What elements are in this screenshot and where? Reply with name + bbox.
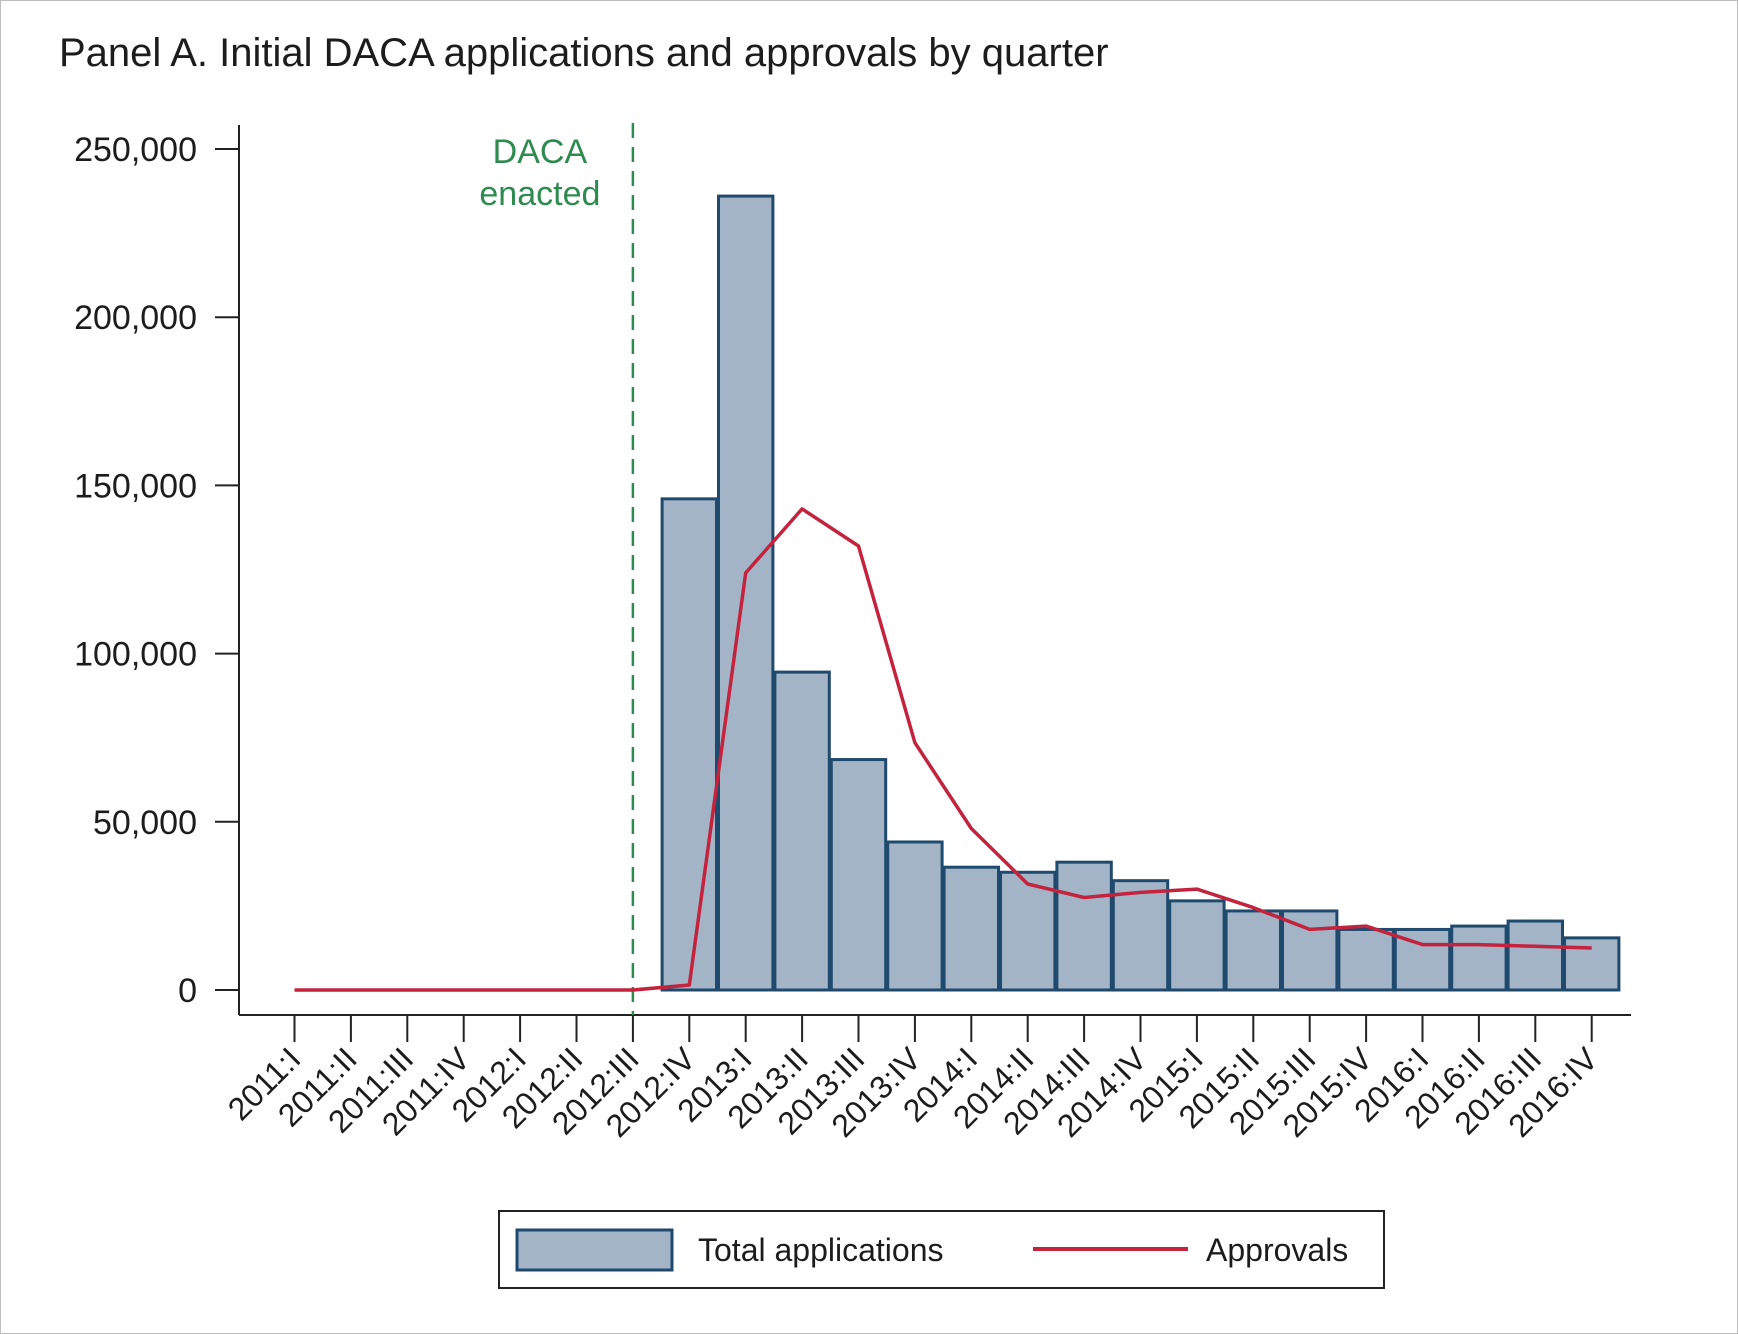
chart-title: Panel A. Initial DACA applications and a… <box>59 31 1109 75</box>
daca-enacted-label: DACA <box>493 133 588 171</box>
bar-total-applications <box>1450 924 1508 992</box>
legend-label-approvals: Approvals <box>1206 1232 1348 1268</box>
bar-total-applications <box>942 865 1000 992</box>
bar-total-applications <box>1168 899 1226 992</box>
y-tick-label: 100,000 <box>74 636 197 674</box>
bar-total-applications <box>773 670 831 992</box>
bar-total-applications <box>999 870 1057 992</box>
y-tick-label: 0 <box>178 972 197 1010</box>
y-tick-label: 250,000 <box>74 131 197 169</box>
bar-total-applications <box>1111 879 1170 992</box>
bar-total-applications <box>1506 919 1564 992</box>
approvals-line <box>294 507 1592 992</box>
bar-total-applications <box>1281 909 1339 992</box>
bar-total-applications <box>1055 860 1113 992</box>
bar-total-applications <box>1337 927 1395 992</box>
bar-total-applications <box>660 497 718 992</box>
daca-enacted-label: enacted <box>479 175 600 213</box>
legend-label-total-applications: Total applications <box>698 1232 943 1268</box>
bar-total-applications <box>717 194 775 992</box>
bar-total-applications <box>886 840 944 992</box>
y-tick-label: 50,000 <box>93 804 197 842</box>
y-tick-label: 200,000 <box>74 299 197 337</box>
legend-swatch-total-applications <box>515 1228 674 1272</box>
bar-total-applications <box>829 758 888 992</box>
bar-total-applications <box>1224 909 1282 992</box>
y-tick-label: 150,000 <box>74 467 197 505</box>
